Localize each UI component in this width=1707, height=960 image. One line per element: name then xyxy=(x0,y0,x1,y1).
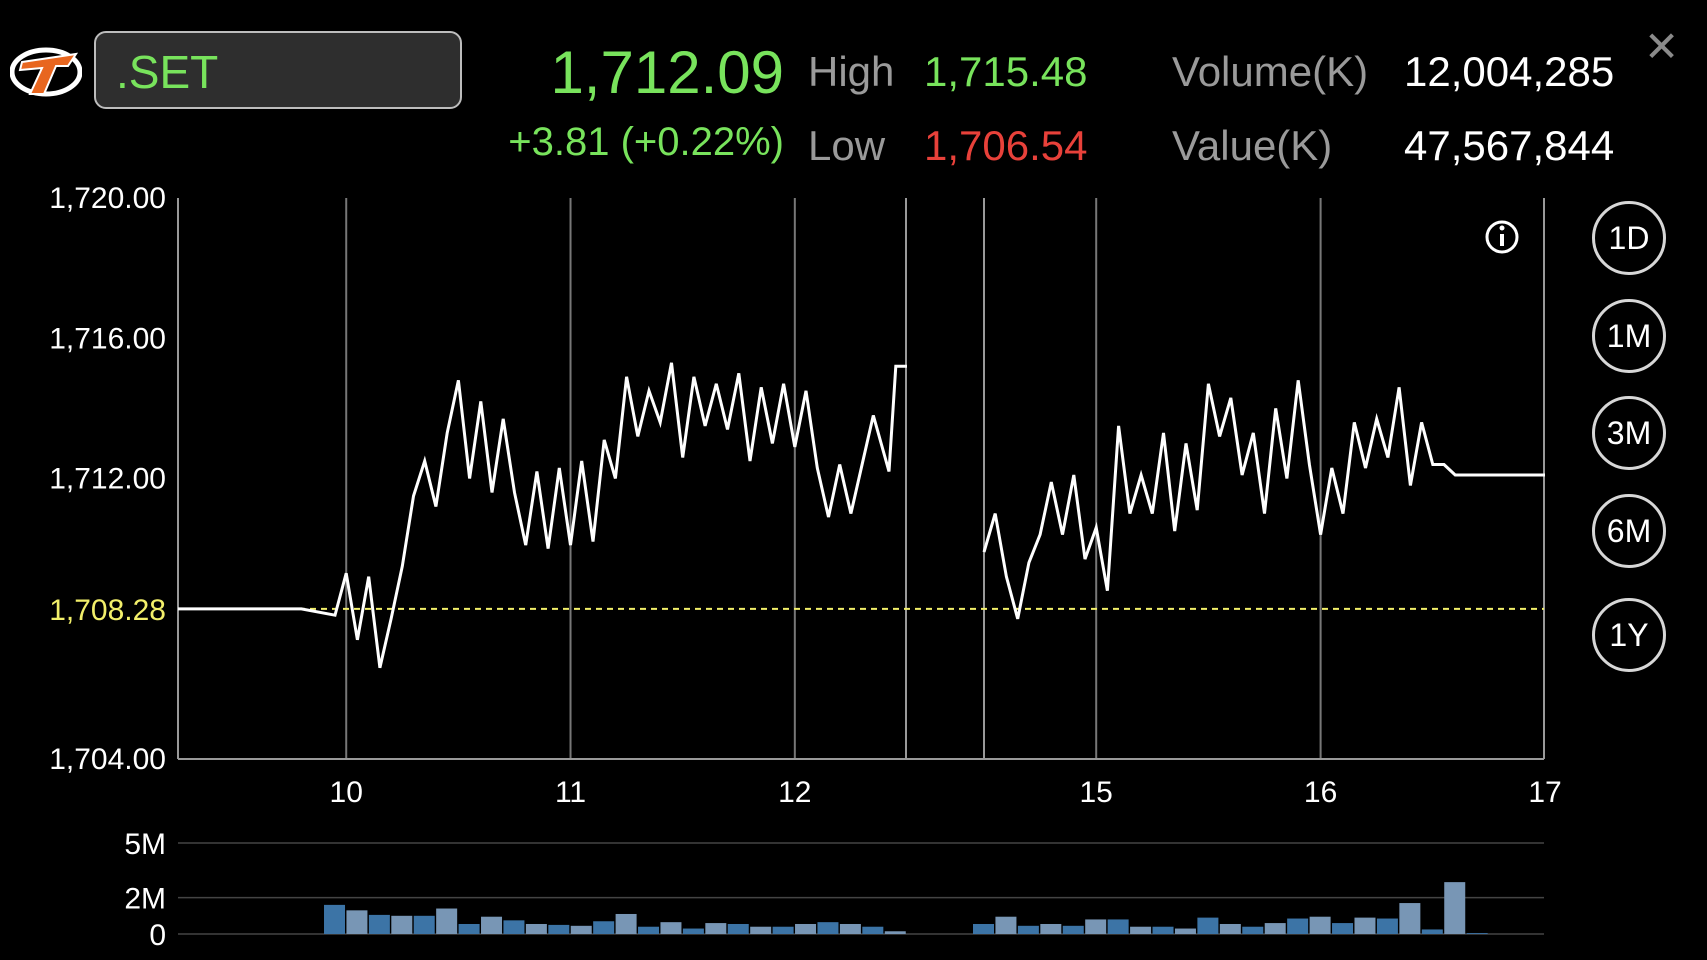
price-line-morning xyxy=(178,362,907,669)
volume-bar xyxy=(615,913,637,934)
volume-bar xyxy=(862,926,884,934)
volume-bar xyxy=(391,915,413,934)
x-tick-label: 15 xyxy=(1080,776,1113,809)
volume-bar xyxy=(458,923,480,934)
volume-bar xyxy=(1354,917,1376,934)
volume-bar xyxy=(548,924,570,934)
volume-bar xyxy=(995,916,1017,934)
range-button-1d[interactable]: 1D xyxy=(1592,201,1666,275)
range-label: 6M xyxy=(1606,512,1652,549)
value-label: Value(K) xyxy=(1172,122,1333,169)
volume-bar xyxy=(1399,903,1421,934)
symbol-input[interactable]: .SET xyxy=(94,31,462,109)
volume-bar xyxy=(1107,919,1129,934)
volume-bar xyxy=(839,923,861,934)
volume-bar xyxy=(570,925,592,934)
price-line-afternoon xyxy=(982,380,1545,620)
range-label: 1Y xyxy=(1609,616,1649,653)
volume-bar xyxy=(1219,923,1241,934)
range-button-6m[interactable]: 6M xyxy=(1592,494,1666,568)
volume-bar xyxy=(660,922,682,934)
x-tick-label: 16 xyxy=(1304,776,1337,809)
x-tick-label: 10 xyxy=(330,776,363,809)
high-label: High xyxy=(808,48,895,95)
volume-bar xyxy=(1062,925,1084,934)
last-price: 1,712.09 xyxy=(550,39,784,106)
volume-bar xyxy=(481,916,503,934)
volume-bar xyxy=(593,921,615,934)
volume-bar xyxy=(682,928,704,934)
volume-bar xyxy=(1264,923,1286,934)
volume-label: Volume(K) xyxy=(1172,48,1369,95)
volume-bar xyxy=(1287,918,1309,934)
app-logo xyxy=(10,47,82,97)
volume-bar xyxy=(1421,929,1443,934)
volume-bar xyxy=(525,923,547,934)
y-tick-label: 1,704.00 xyxy=(49,743,166,776)
volume-bar xyxy=(1466,933,1488,934)
volume-bar xyxy=(1152,926,1174,934)
volume-bar xyxy=(727,923,749,934)
range-label: 1M xyxy=(1606,317,1652,354)
volume-bar xyxy=(1197,917,1219,934)
volume-bar xyxy=(436,908,458,934)
info-icon[interactable] xyxy=(1485,220,1519,254)
range-button-1m[interactable]: 1M xyxy=(1592,299,1666,373)
volume-value: 12,004,285 xyxy=(1404,48,1615,95)
volume-bar xyxy=(1376,918,1398,934)
volume-bar xyxy=(1174,928,1196,934)
volume-bar xyxy=(346,910,368,934)
volume-bar xyxy=(1332,923,1354,934)
price-change: +3.81 (+0.22%) xyxy=(508,120,784,164)
volume-tick-label: 5M xyxy=(124,828,166,861)
volume-bar xyxy=(772,926,794,934)
volume-bar xyxy=(1017,925,1039,934)
y-tick-label: 1,720.00 xyxy=(49,182,166,215)
volume-bar xyxy=(638,926,660,934)
range-button-3m[interactable]: 3M xyxy=(1592,396,1666,470)
range-label: 1D xyxy=(1608,219,1650,256)
prev-close-label: 1,708.28 xyxy=(49,594,166,627)
volume-bar xyxy=(817,922,839,934)
volume-bar xyxy=(973,923,994,934)
volume-bar xyxy=(1040,923,1062,934)
range-label: 3M xyxy=(1606,414,1652,451)
low-label: Low xyxy=(808,122,886,169)
volume-bar xyxy=(1130,926,1152,934)
volume-bar xyxy=(1085,919,1107,934)
range-button-1y[interactable]: 1Y xyxy=(1592,598,1666,672)
volume-bar xyxy=(1309,916,1331,934)
volume-bar xyxy=(1242,926,1264,934)
x-tick-label: 12 xyxy=(778,776,811,809)
close-icon[interactable]: ✕ xyxy=(1644,23,1680,70)
volume-bar xyxy=(324,904,346,934)
y-tick-label: 1,712.00 xyxy=(49,463,166,496)
volume-bar xyxy=(705,923,727,934)
symbol-text: .SET xyxy=(116,46,219,98)
volume-bar xyxy=(368,914,390,934)
volume-bar xyxy=(503,920,525,934)
volume-bar xyxy=(1444,882,1466,934)
volume-tick-label: 0 xyxy=(149,919,166,952)
y-tick-label: 1,716.00 xyxy=(49,322,166,355)
volume-bar xyxy=(795,923,817,934)
low-value: 1,706.54 xyxy=(924,122,1088,169)
x-tick-label: 11 xyxy=(555,776,586,809)
volume-tick-label: 2M xyxy=(124,883,166,916)
x-tick-label: 17 xyxy=(1528,776,1561,809)
value-value: 47,567,844 xyxy=(1404,122,1615,169)
volume-bar xyxy=(884,931,906,934)
high-value: 1,715.48 xyxy=(924,48,1088,95)
volume-bar xyxy=(750,926,772,934)
volume-bar xyxy=(413,915,435,934)
